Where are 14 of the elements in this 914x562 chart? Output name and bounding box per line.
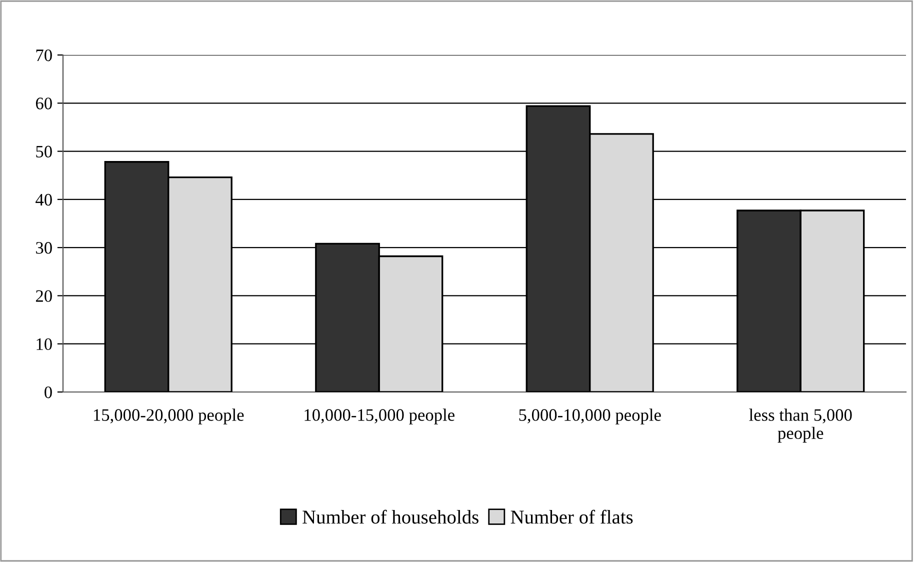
y-tick-label: 30: [36, 242, 52, 254]
legend-label: Number of flats: [510, 510, 633, 524]
x-tick-label: 15,000-20,000 people: [94, 408, 244, 424]
x-tick-label: 5,000-10,000 people: [519, 408, 661, 424]
y-tick-label: 20: [36, 290, 52, 302]
y-tick-label: 60: [36, 98, 52, 110]
y-tick-label: 40: [36, 194, 52, 206]
y-tick-label: 50: [36, 146, 52, 158]
y-tick-label: 70: [36, 49, 52, 62]
x-tick-label: less than 5,000 people: [749, 408, 852, 443]
x-tick-label: 10,000-15,000 people: [304, 408, 454, 424]
legend-label: Number of households: [302, 510, 478, 524]
y-tick-label: 0: [44, 386, 52, 398]
y-tick-label: 10: [36, 338, 52, 350]
